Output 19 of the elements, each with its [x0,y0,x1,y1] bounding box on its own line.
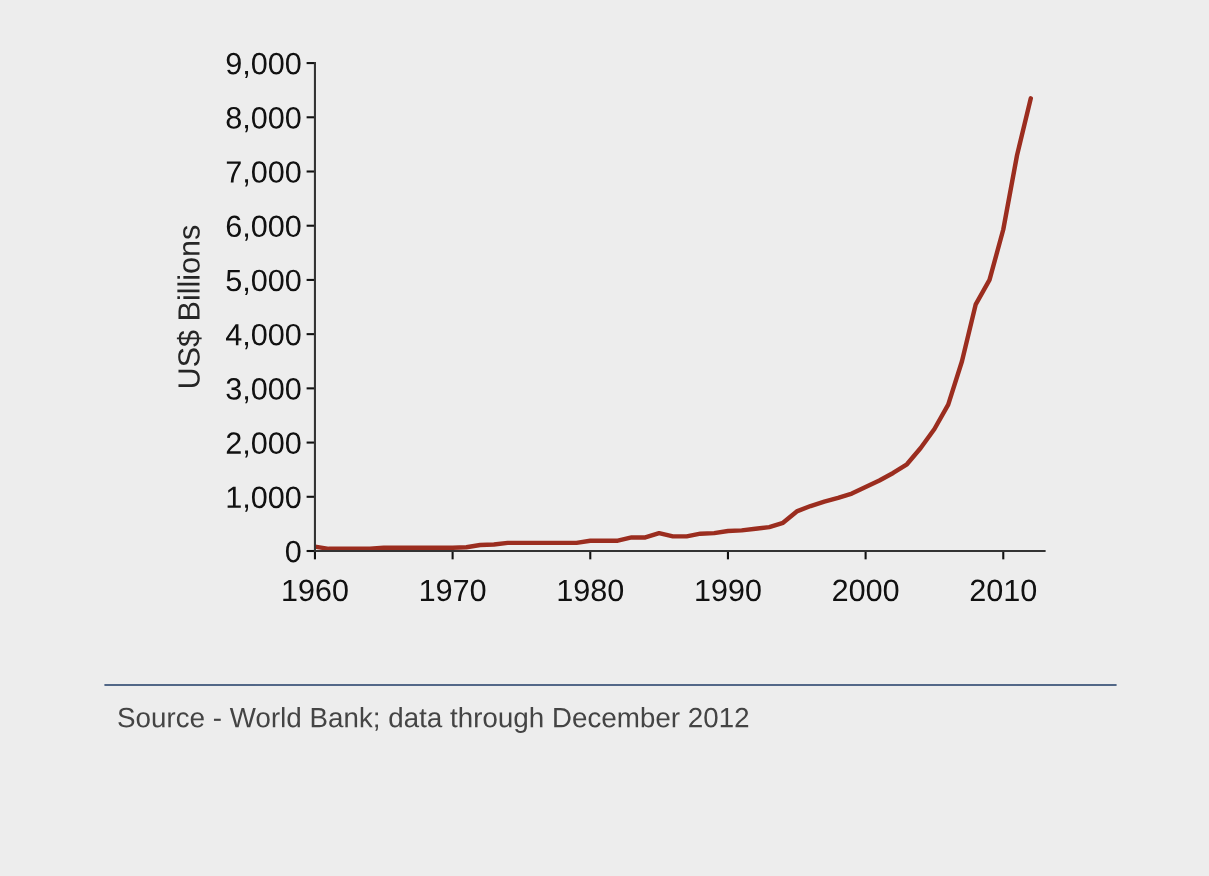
line-series [314,96,1034,551]
y-tick-label: 6,000 [226,215,301,241]
x-tick-label: 1980 [558,579,624,602]
source-note: Source - World Bank; data through December 2012 [118,707,749,733]
x-tick-label: 1970 [420,579,486,602]
y-tick-label: 1,000 [227,486,301,512]
y-tick-label: 4,000 [226,323,301,350]
y-tick-label: 3,000 [226,378,301,404]
x-tick-label: 2000 [833,579,899,602]
y-tick-label: 2,000 [226,432,301,458]
y-tick-label: 0 [285,540,301,563]
y-tick-label: 9,000 [226,52,301,79]
x-tick-label: 1960 [283,579,348,602]
y-axis-title: US$ Billions [176,225,202,388]
y-tick-label: 7,000 [226,161,301,187]
y-tick-label: 8,000 [226,107,301,133]
y-tick-label: 5,000 [226,269,301,295]
x-tick-label: 2010 [970,579,1037,602]
x-tick-label: 1990 [696,579,761,602]
